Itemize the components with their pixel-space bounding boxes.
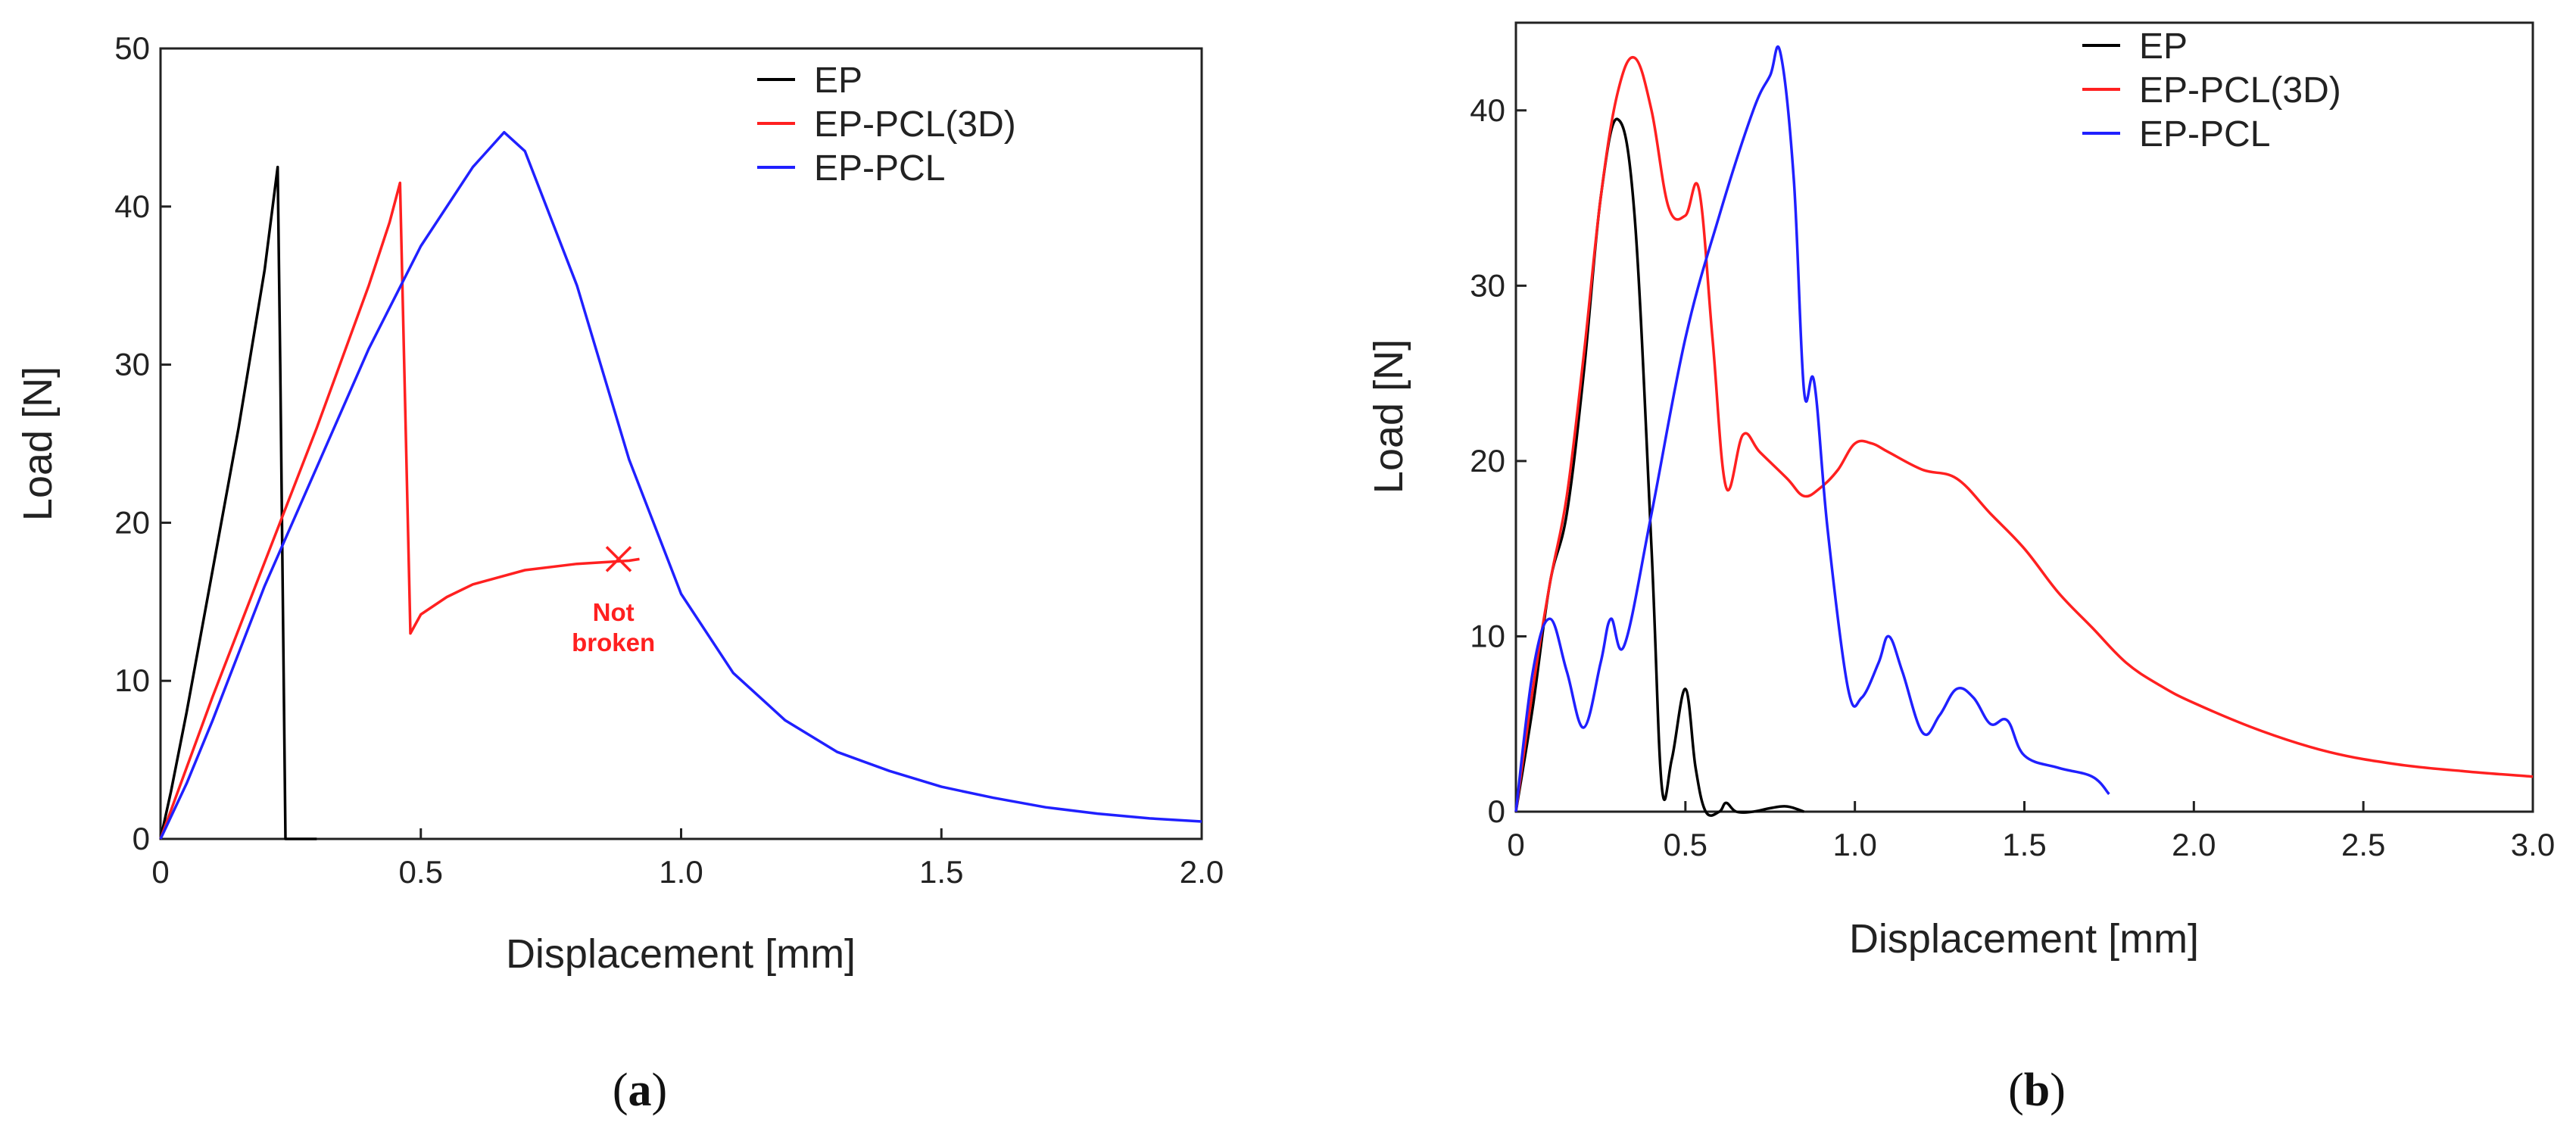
caption-b-open-paren: ( (2008, 1065, 2024, 1116)
x-tick-label-a-4: 2.0 (1180, 854, 1224, 890)
series-group-a (159, 130, 1202, 840)
caption-b-close-paren: ) (2050, 1065, 2066, 1116)
series-line-a-ep-pcl (159, 130, 1202, 840)
y-tick-label-b-2: 20 (1470, 443, 1505, 479)
caption-b: (b) (2008, 1065, 2066, 1116)
legend-label-b-1: EP-PCL(3D) (2139, 70, 2341, 111)
series-line-a-ep (159, 165, 317, 840)
x-tick-label-b-2: 1.0 (1832, 827, 1876, 862)
caption-a-close-paren: ) (652, 1065, 668, 1116)
x-tick-label-b-4: 2.0 (2172, 827, 2216, 862)
x-tick-label-a-3: 1.5 (919, 854, 963, 890)
series-line-a-ep-pcl-3d- (159, 181, 640, 840)
x-tick-label-b-0: 0 (1507, 827, 1524, 862)
y-axis-label-b: Load [N] (1366, 339, 1411, 494)
annotation-text-1: broken (572, 628, 655, 656)
series-line-b-ep-pcl-3d- (1514, 55, 2534, 812)
y-ticks-b: 0 10 20 30 40 (1470, 92, 1527, 829)
y-tick-label-a-5: 50 (114, 30, 150, 66)
y-ticks-a: 0 10 20 30 40 50 (114, 30, 171, 856)
y-tick-label-a-0: 0 (133, 821, 150, 856)
y-tick-label-b-0: 0 (1488, 793, 1505, 829)
caption-b-letter: b (2024, 1065, 2050, 1116)
x-tick-label-b-6: 3.0 (2511, 827, 2555, 862)
x-axis-label-a: Displacement [mm] (506, 931, 856, 977)
x-tick-label-b-5: 2.5 (2341, 827, 2385, 862)
y-tick-label-a-2: 20 (114, 504, 150, 540)
series-line-b-ep-pcl (1514, 45, 2110, 812)
y-tick-label-b-4: 40 (1470, 92, 1505, 128)
legend-label-b-2: EP-PCL (2139, 114, 2270, 154)
annotation-text-0: Not (593, 598, 635, 626)
x-tick-label-b-3: 1.5 (2002, 827, 2046, 862)
not-broken-marker-stroke-2 (605, 546, 632, 572)
plot-frame-a (159, 47, 1203, 840)
x-axis-label-b: Displacement [mm] (1849, 916, 2199, 962)
legend-label-a-0: EP (814, 61, 862, 101)
legend-label-b-0: EP (2139, 27, 2188, 67)
y-tick-label-a-4: 40 (114, 189, 150, 224)
legend-label-a-2: EP-PCL (814, 148, 945, 189)
x-ticks-a: 0 0.5 1.0 1.5 2.0 (151, 828, 1224, 890)
panel-b-chart: 0 10 20 30 40 0 0.5 1.0 1.5 2.0 2.5 3.0 EPEP-PCL(3… (1366, 21, 2555, 962)
caption-a-letter: a (628, 1065, 652, 1116)
x-ticks-b: 0 0.5 1.0 1.5 2.0 2.5 3.0 (1507, 801, 2555, 862)
y-tick-label-a-3: 30 (114, 347, 150, 382)
y-tick-label-b-1: 10 (1470, 618, 1505, 653)
x-tick-label-b-1: 0.5 (1664, 827, 1707, 862)
series-group-b (1514, 45, 2534, 817)
y-tick-label-a-1: 10 (114, 663, 150, 698)
x-tick-label-a-2: 1.0 (659, 854, 703, 890)
legend-label-a-1: EP-PCL(3D) (814, 104, 1016, 145)
y-axis-label-a: Load [N] (15, 366, 61, 521)
caption-a-open-paren: ( (613, 1065, 628, 1116)
y-tick-label-b-3: 30 (1470, 267, 1505, 303)
series-line-b-ep (1514, 117, 1805, 817)
x-tick-label-a-1: 0.5 (399, 854, 443, 890)
x-tick-label-a-0: 0 (151, 854, 169, 890)
caption-a: (a) (613, 1065, 667, 1116)
